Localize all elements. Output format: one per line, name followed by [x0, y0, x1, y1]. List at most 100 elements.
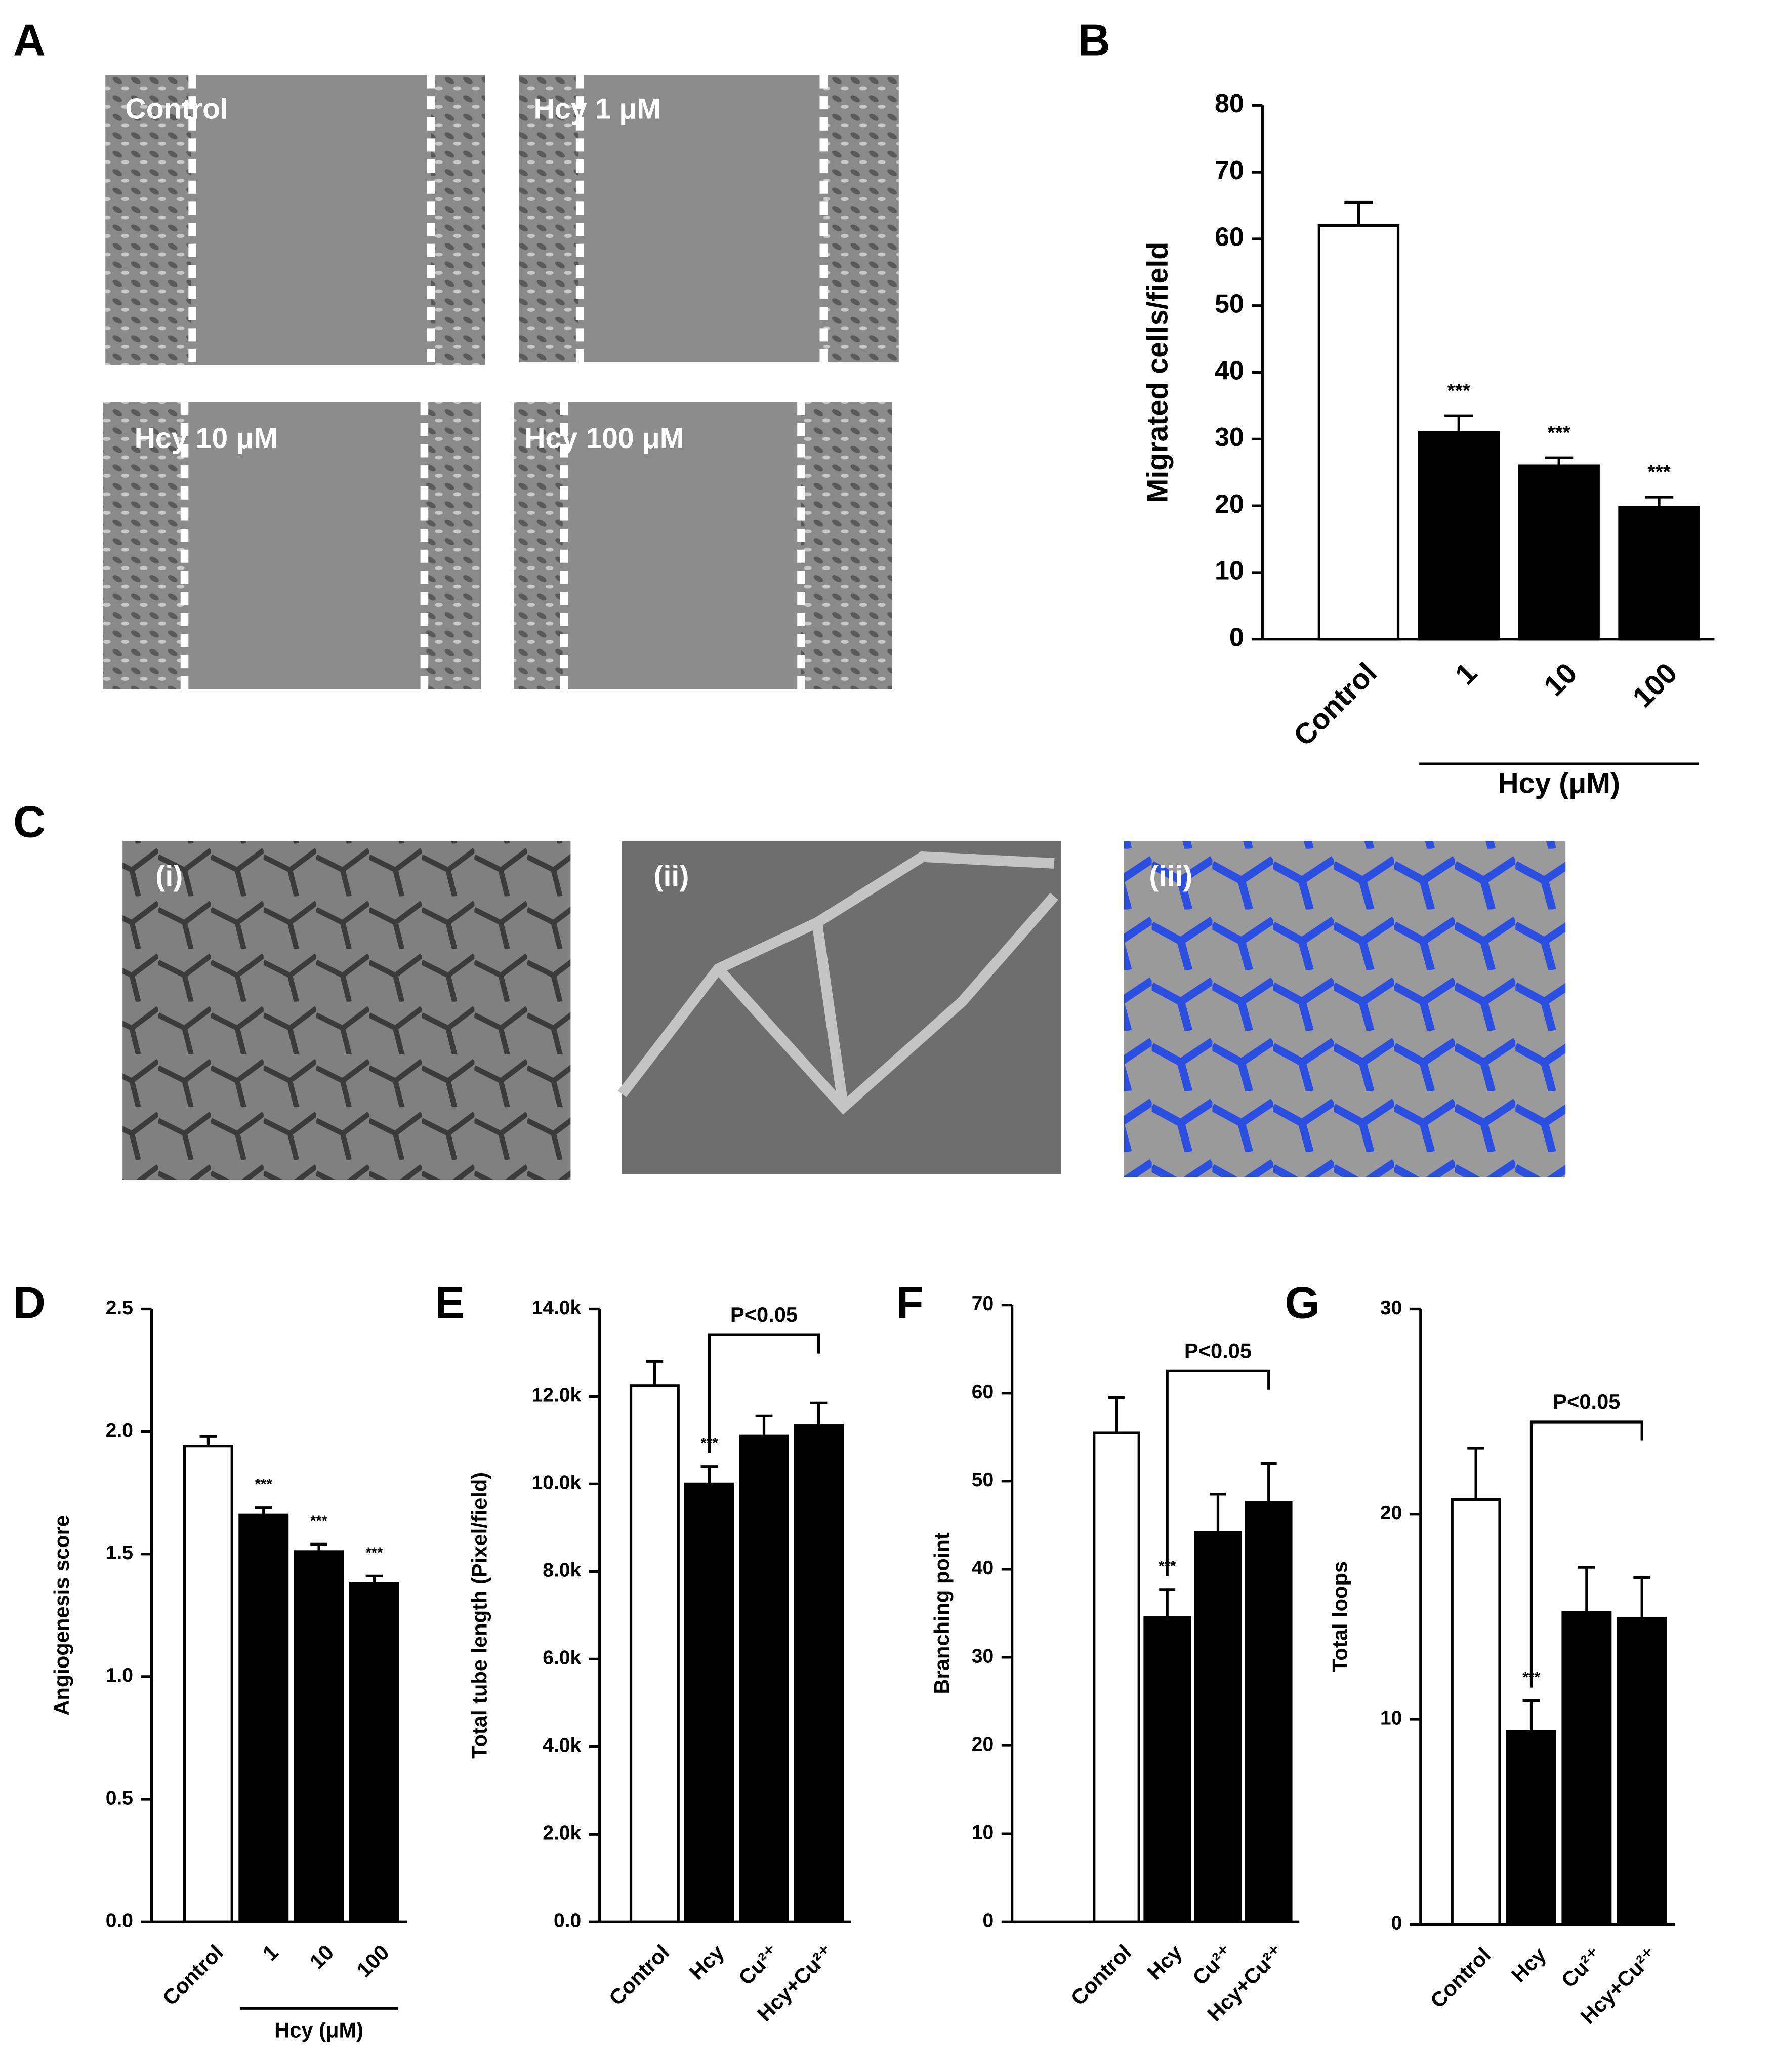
x-tick-label: 100 [1627, 657, 1684, 714]
tube-outline [617, 851, 1058, 1115]
y-tick-label: 2.0 [106, 1419, 133, 1441]
bar [1143, 1616, 1191, 1923]
error-bar [1644, 496, 1674, 507]
y-tick-label: 40 [1215, 356, 1244, 385]
y-axis-label: Total tube length (Pixel/field) [467, 1472, 491, 1759]
bar [1451, 1498, 1501, 1926]
image-frame [1124, 841, 1566, 1177]
cell-texture [105, 75, 191, 365]
bar [684, 1482, 734, 1923]
x-tick-label: 10 [305, 1940, 338, 1973]
y-tick-label: 0 [1391, 1913, 1402, 1934]
image-frame [622, 841, 1061, 1174]
error-bar [1444, 414, 1473, 433]
significance-label: *** [255, 1476, 273, 1492]
error-bar [1545, 456, 1574, 466]
cell-texture [801, 402, 892, 689]
bar [1093, 1431, 1140, 1923]
error-bar [1108, 1396, 1125, 1433]
y-tick-label: 80 [1215, 89, 1244, 118]
cell-texture [519, 75, 579, 363]
y-axis-label: Angiogenesis score [50, 1515, 73, 1716]
cell-texture [431, 75, 485, 365]
panel-label: B [1078, 15, 1110, 65]
significance-label: *** [1447, 380, 1470, 402]
bar [349, 1582, 399, 1923]
significance-label: *** [1547, 422, 1570, 444]
error-bar [810, 1401, 828, 1425]
error-bar [1522, 1699, 1540, 1732]
y-axis-label: Total loops [1328, 1561, 1352, 1672]
error-bar [646, 1360, 664, 1386]
panel-label: F [896, 1278, 924, 1328]
y-tick-label: 0 [1229, 623, 1244, 653]
y-tick-label: 70 [972, 1293, 994, 1315]
significance-bracket [1529, 1420, 1643, 1688]
x-tick-label: 1 [1449, 657, 1483, 691]
bracket-label: P<0.05 [730, 1303, 798, 1326]
error-bar [1578, 1566, 1595, 1613]
x-tick-label: Control [1066, 1940, 1136, 2010]
tube-images: (i) (ii) (iii) [122, 841, 1566, 1180]
bar [1561, 1611, 1612, 1926]
image-caption: Hcy 100 μM [524, 422, 684, 455]
bar [629, 1384, 680, 1923]
bar [1317, 224, 1400, 641]
bar [1245, 1500, 1293, 1923]
image-caption: Hcy 1 μM [534, 93, 661, 125]
y-tick-label: 10 [972, 1821, 994, 1843]
x-tick-label: Hcy [684, 1940, 728, 1984]
wound-edges [180, 75, 828, 689]
cell-texture [514, 402, 563, 689]
y-tick-label: 14.0k [532, 1297, 582, 1319]
image-caption: (i) [155, 860, 183, 892]
y-tick-label: 0.0 [106, 1910, 133, 1931]
error-bar [1467, 1447, 1485, 1500]
bar [1618, 506, 1700, 641]
bar [1617, 1617, 1667, 1926]
cell-texture [823, 75, 899, 363]
y-tick-label: 2.0k [543, 1822, 581, 1844]
error-bar [700, 1465, 718, 1484]
x-tick-label: Cu²⁺ [734, 1940, 783, 1989]
wound-images: Control Hcy 1 μM Hcy 10 μM Hcy 100 μM [103, 75, 899, 689]
error-bar [310, 1542, 327, 1552]
error-bar [1159, 1588, 1176, 1618]
bar [1194, 1531, 1242, 1923]
image-caption: (ii) [653, 860, 689, 892]
y-tick-label: 12.0k [532, 1385, 582, 1406]
bar [1418, 431, 1500, 641]
y-tick-label: 4.0k [543, 1735, 581, 1757]
error-bar [1633, 1576, 1651, 1619]
x-tick-label: Control [1426, 1943, 1496, 2013]
image-frame [122, 841, 571, 1180]
image-caption: Control [125, 93, 228, 125]
y-tick-label: 30 [1215, 423, 1244, 452]
error-bar [1260, 1462, 1277, 1502]
bar [294, 1550, 344, 1923]
y-tick-label: 1.5 [106, 1542, 133, 1564]
y-tick-label: 60 [972, 1381, 994, 1403]
y-tick-label: 2.5 [106, 1297, 133, 1319]
bracket-label: P<0.05 [1553, 1390, 1620, 1413]
y-tick-label: 20 [1215, 490, 1244, 519]
x-tick-label: Cu²⁺ [1556, 1943, 1606, 1993]
y-tick-label: 0.5 [106, 1787, 133, 1809]
y-tick-label: 0.0 [554, 1910, 581, 1931]
significance-label: *** [1647, 462, 1671, 483]
y-axis-label: Migrated cells/field [1141, 242, 1174, 503]
x-tick-label: 10 [1538, 657, 1583, 702]
x-tick-label: Control [604, 1940, 674, 2010]
cell-texture [424, 402, 481, 689]
panel-label: A [13, 15, 46, 65]
y-tick-label: 30 [972, 1645, 994, 1667]
y-tick-label: 50 [1215, 289, 1244, 318]
error-bar [365, 1574, 383, 1583]
y-tick-label: 10 [1380, 1707, 1402, 1729]
panel-label: G [1285, 1278, 1320, 1328]
panel-label: E [435, 1278, 465, 1328]
y-tick-label: 50 [972, 1469, 994, 1491]
significance-bracket [1166, 1369, 1270, 1576]
x-tick-label: 1 [258, 1940, 283, 1965]
